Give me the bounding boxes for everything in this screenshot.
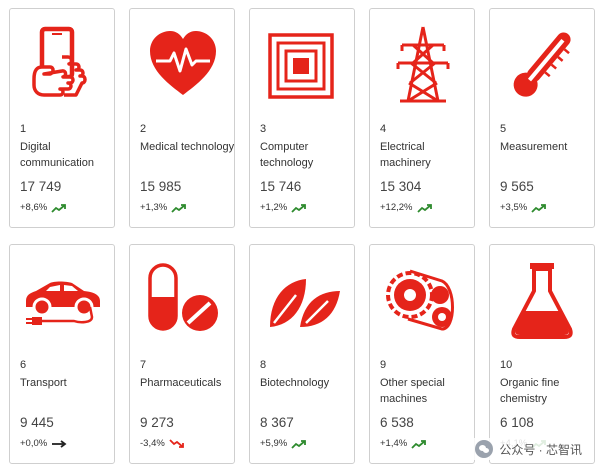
category-card: 4 Electrical machinery 15 304 +12,2% [369, 8, 475, 228]
rank-number: 4 [380, 123, 387, 135]
patent-count: 17 749 [20, 179, 62, 194]
flask-icon [500, 257, 586, 343]
category-name: Transport [20, 377, 67, 389]
pills-icon [140, 257, 226, 343]
category-name: Organic fine chemistry [500, 377, 560, 405]
category-name: Measurement [500, 141, 568, 153]
change-indicator: +0,0% [20, 438, 67, 449]
trend-up-icon [531, 203, 547, 213]
category-card: 8 Biotechnology 8 367 +5,9% [249, 244, 355, 464]
leaves-icon [260, 257, 346, 343]
category-name: Medical technology [140, 141, 235, 153]
change-percent: +1,3% [140, 202, 168, 213]
change-indicator: +1,4% [380, 438, 427, 449]
change-indicator: +3,5% [500, 202, 547, 213]
patent-count: 15 985 [140, 179, 182, 194]
category-card: 5 Measurement 9 565 +3,5% [489, 8, 595, 228]
trend-up-icon [51, 203, 67, 213]
change-percent: +3,5% [500, 202, 528, 213]
trend-flat-icon [52, 439, 67, 448]
trend-up-icon [171, 203, 187, 213]
gears-belt-icon [380, 257, 466, 343]
category-card: 6 Transport 9 445 +0,0% [9, 244, 115, 464]
change-indicator: +1,3% [140, 202, 187, 213]
change-indicator: +1,2% [260, 202, 307, 213]
category-name: Electrical machinery [380, 141, 431, 169]
category-card: 10 Organic fine chemistry 6 108 +4,1% [489, 244, 595, 464]
change-percent: -3,4% [140, 438, 165, 449]
change-percent: +0,0% [20, 438, 48, 449]
watermark: 公众号 · 芯智讯 [471, 438, 586, 460]
patent-count: 8 367 [260, 415, 294, 430]
trend-up-icon [416, 203, 432, 213]
category-name: Pharmaceuticals [140, 377, 222, 389]
watermark-text: 公众号 · 芯智讯 [499, 442, 582, 457]
rank-number: 8 [260, 359, 267, 371]
rank-number: 1 [20, 123, 27, 135]
trend-down-icon [169, 438, 184, 448]
category-card: 1 Digital communication 17 749 +8,6% [9, 8, 115, 228]
category-name: Other special machines [380, 377, 445, 405]
chip-icon [260, 21, 346, 107]
trend-up-icon [411, 439, 427, 449]
category-card: 3 Computer technology 15 746 +1,2% [249, 8, 355, 228]
change-indicator: +8,6% [20, 202, 67, 213]
category-card: 9 Other special machines 6 538 +1,4% [369, 244, 475, 464]
change-percent: +1,4% [380, 438, 408, 449]
thermometer-icon [500, 21, 586, 107]
rank-number: 5 [500, 123, 507, 135]
change-percent: +1,2% [260, 202, 288, 213]
category-card: 7 Pharmaceuticals 9 273 -3,4% [129, 244, 235, 464]
rank-number: 9 [380, 359, 387, 371]
patent-count: 6 538 [380, 415, 414, 430]
patent-count: 6 108 [500, 415, 534, 430]
patent-count: 9 445 [20, 415, 54, 430]
category-name: Digital communication [20, 141, 94, 169]
patent-count: 9 273 [140, 415, 174, 430]
change-percent: +5,9% [260, 438, 288, 449]
patent-count: 15 304 [380, 179, 422, 194]
rank-number: 3 [260, 123, 267, 135]
change-percent: +12,2% [380, 202, 413, 213]
trend-up-icon [291, 439, 307, 449]
patent-count: 9 565 [500, 179, 534, 194]
heart-pulse-icon [140, 21, 226, 107]
rank-number: 2 [140, 123, 147, 135]
rank-number: 7 [140, 359, 147, 371]
power-tower-icon [380, 21, 466, 107]
change-indicator: +5,9% [260, 438, 307, 449]
change-indicator: +12,2% [380, 202, 433, 213]
trend-up-icon [291, 203, 307, 213]
change-percent: +8,6% [20, 202, 48, 213]
electric-car-icon [20, 257, 106, 343]
category-name: Biotechnology [260, 377, 330, 389]
rank-number: 10 [500, 359, 513, 371]
change-indicator: -3,4% [140, 438, 185, 449]
category-card: 2 Medical technology 15 985 +1,3% [129, 8, 235, 228]
patent-count: 15 746 [260, 179, 302, 194]
rank-number: 6 [20, 359, 27, 371]
tablet-hand-icon [20, 21, 106, 107]
category-name: Computer technology [260, 141, 314, 169]
wechat-icon [475, 440, 494, 458]
